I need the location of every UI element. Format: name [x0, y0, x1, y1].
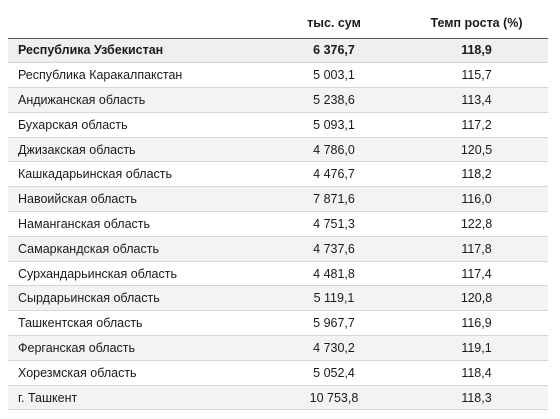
cell-region: Андижанская область: [18, 92, 146, 107]
table-row: Республика Каракалпакстан 5 003,1 115,7: [8, 63, 548, 88]
cell-growth: 118,4: [461, 365, 492, 380]
cell-growth: 117,4: [461, 266, 492, 281]
cell-growth: 118,2: [461, 167, 492, 182]
table-row: Сурхандарьинская область 4 481,8 117,4: [8, 261, 548, 286]
cell-value: 4 737,6: [313, 241, 355, 256]
cell-growth: 120,8: [460, 291, 493, 306]
table-header: тыс. сум Темп роста (%): [8, 8, 548, 39]
cell-growth: 122,8: [460, 216, 493, 231]
cell-growth: 117,8: [461, 241, 492, 256]
header-region: [8, 8, 263, 39]
table-row: Навоийская область 7 871,6 116,0: [8, 186, 548, 212]
cell-value: 5 238,6: [313, 92, 355, 107]
cell-value: 5 119,1: [313, 291, 355, 306]
table-row: Хорезмская область 5 052,4 118,4: [8, 360, 548, 386]
cell-value: 4 476,7: [313, 167, 355, 182]
cell-value: 4 786,0: [313, 142, 355, 157]
table-row: Самаркандская область 4 737,6 117,8: [8, 236, 548, 262]
cell-region: Ташкентская область: [18, 316, 143, 331]
cell-value: 5 093,1: [313, 117, 355, 132]
regional-wage-table: тыс. сум Темп роста (%) Республика Узбек…: [8, 8, 548, 410]
table-row: Андижанская область 5 238,6 113,4: [8, 87, 548, 113]
header-value: тыс. сум: [263, 8, 405, 39]
cell-region: Навоийская область: [18, 192, 137, 207]
table-row: Бухарская область 5 093,1 117,2: [8, 112, 548, 138]
cell-growth: 119,1: [461, 340, 492, 355]
table-body: Республика Узбекистан 6 376,7 118,9 Респ…: [8, 38, 548, 410]
cell-region: Самаркандская область: [18, 241, 159, 256]
header-growth: Темп роста (%): [405, 8, 548, 39]
table-row: г. Ташкент 10 753,8 118,3: [8, 385, 548, 410]
table-row: Кашкадарьинская область 4 476,7 118,2: [8, 162, 548, 187]
cell-growth: 118,9: [461, 43, 492, 58]
cell-value: 7 871,6: [313, 192, 355, 207]
cell-region: Джизакская область: [18, 142, 136, 157]
cell-region: Хорезмская область: [18, 365, 137, 380]
cell-value: 10 753,8: [309, 390, 359, 405]
table-row-total: Республика Узбекистан 6 376,7 118,9: [8, 38, 548, 63]
cell-region: Сырдарьинская область: [18, 291, 160, 306]
cell-region: Республика Узбекистан: [18, 43, 164, 58]
cell-region: Наманганская область: [18, 216, 151, 231]
table-row: Джизакская область 4 786,0 120,5: [8, 137, 548, 162]
cell-value: 5 967,7: [313, 316, 355, 331]
cell-region: г. Ташкент: [18, 390, 78, 405]
wage-table-container: тыс. сум Темп роста (%) Республика Узбек…: [8, 8, 548, 410]
cell-region: Республика Каракалпакстан: [18, 68, 183, 83]
cell-growth: 115,7: [461, 68, 492, 83]
cell-value: 5 052,4: [313, 365, 355, 380]
cell-growth: 116,9: [461, 316, 492, 331]
cell-growth: 113,4: [461, 92, 492, 107]
cell-region: Кашкадарьинская область: [18, 167, 173, 182]
cell-growth: 116,0: [461, 192, 492, 207]
cell-growth: 120,5: [460, 142, 493, 157]
cell-value: 4 730,2: [313, 340, 355, 355]
table-row: Сырдарьинская область 5 119,1 120,8: [8, 285, 548, 311]
table-row: Ташкентская область 5 967,7 116,9: [8, 311, 548, 336]
cell-value: 4 751,3: [313, 216, 355, 231]
header-row: тыс. сум Темп роста (%): [8, 8, 548, 39]
cell-region: Бухарская область: [18, 117, 128, 132]
cell-growth: 117,2: [461, 117, 492, 132]
table-row: Наманганская область 4 751,3 122,8: [8, 212, 548, 237]
cell-region: Ферганская область: [18, 340, 136, 355]
cell-value: 6 376,7: [313, 43, 355, 58]
table-row: Ферганская область 4 730,2 119,1: [8, 335, 548, 361]
cell-region: Сурхандарьинская область: [18, 266, 177, 281]
cell-value: 4 481,8: [313, 266, 355, 281]
cell-growth: 118,3: [461, 390, 492, 405]
cell-value: 5 003,1: [313, 68, 355, 83]
